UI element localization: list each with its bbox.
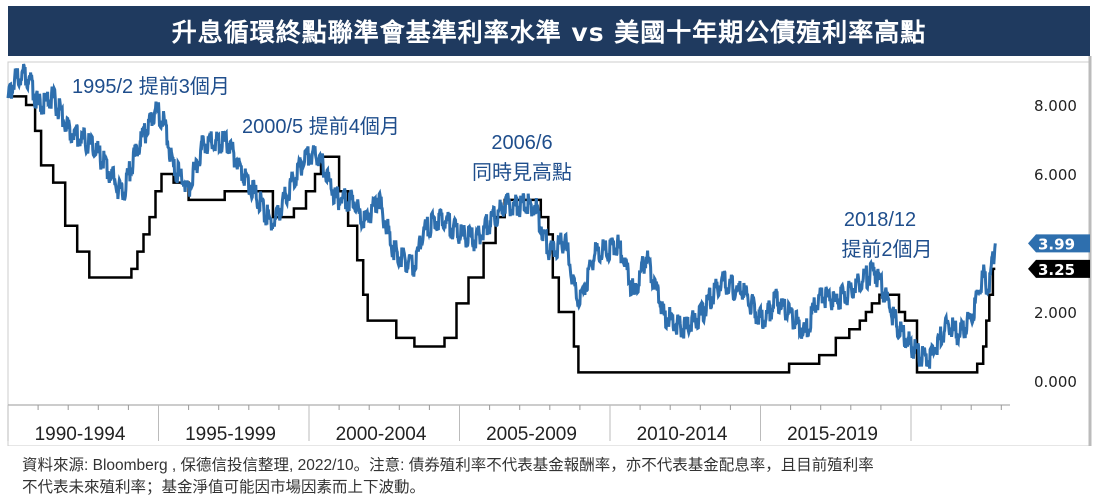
y-tick-label: 8.000 — [1034, 97, 1077, 115]
footnote: 資料來源: Bloomberg , 保德信投信整理, 2022/10。注意: 債… — [22, 455, 874, 499]
us10y-last-value-tag — [1028, 234, 1090, 253]
x-group-label: 2010-2014 — [637, 424, 728, 445]
y-tick-label: 2.000 — [1034, 304, 1077, 322]
fed-funds-line — [8, 95, 996, 374]
chart-title: 升息循環終點聯準會基準利率水準 vs 美國十年期公債殖利率高點 — [8, 6, 1090, 56]
annotation-2018-text: 提前2個月 — [841, 238, 932, 261]
annotation-2006-date: 2006/6 — [491, 132, 552, 154]
annotation-1995: 1995/2 提前3個月 — [72, 75, 230, 98]
annotation-2018-date: 2018/12 — [844, 209, 916, 231]
fed-last-value: 3.25 — [1038, 261, 1075, 279]
annotation-2000: 2000/5 提前4個月 — [242, 115, 400, 138]
annotation-2006-text: 同時見高點 — [472, 161, 572, 184]
x-group-label: 2005-2009 — [486, 424, 577, 445]
fed-last-value-tag — [1028, 259, 1090, 278]
footnote-line-2: 不代表未來殖利率；基金淨值可能因市場因素而上下波動。 — [22, 479, 426, 496]
us10y-line — [6, 63, 997, 369]
y-tick-label: 6.000 — [1034, 166, 1077, 184]
chart: 1990-1994 1995-1999 2000-2004 2005-2009 2010… — [6, 56, 1092, 446]
x-group-label: 2000-2004 — [336, 424, 427, 445]
x-group-label: 1990-1994 — [35, 424, 126, 445]
us10y-last-value: 3.99 — [1038, 235, 1075, 253]
y-tick-label: 0.000 — [1034, 373, 1077, 391]
x-group-label: 2015-2019 — [787, 424, 878, 445]
x-group-label: 1995-1999 — [185, 424, 276, 445]
footnote-line-1: 資料來源: Bloomberg , 保德信投信整理, 2022/10。注意: 債… — [22, 457, 874, 474]
